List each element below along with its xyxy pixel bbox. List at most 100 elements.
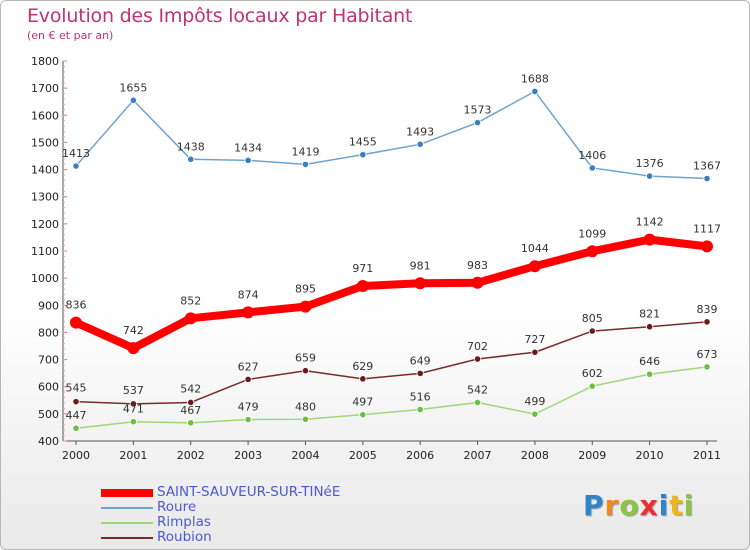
data-point bbox=[187, 155, 195, 163]
data-point bbox=[301, 160, 310, 169]
data-label: 1419 bbox=[291, 145, 319, 158]
data-point bbox=[359, 151, 367, 159]
data-label: 1099 bbox=[578, 227, 606, 240]
x-tick-label: 2010 bbox=[636, 449, 664, 462]
data-label: 1573 bbox=[464, 104, 492, 117]
data-label: 1376 bbox=[636, 157, 664, 170]
data-point bbox=[299, 300, 312, 313]
data-point bbox=[72, 398, 80, 406]
data-point bbox=[586, 245, 599, 258]
data-label: 805 bbox=[582, 312, 603, 325]
data-point bbox=[70, 316, 82, 329]
data-point bbox=[703, 363, 711, 371]
data-label: 836 bbox=[66, 299, 87, 312]
chart-subtitle: (en € et par an) bbox=[27, 29, 114, 42]
y-tick-label: 1800 bbox=[31, 55, 59, 68]
y-tick-label: 400 bbox=[38, 435, 59, 448]
data-point bbox=[646, 370, 654, 378]
data-label: 602 bbox=[582, 367, 603, 380]
x-tick-label: 2002 bbox=[177, 449, 205, 462]
proxiti-logo: Proxiti bbox=[583, 489, 694, 522]
y-tick-label: 700 bbox=[38, 354, 59, 367]
data-label: 627 bbox=[238, 360, 259, 373]
chart-title: Evolution des Impôts locaux par Habitant bbox=[27, 5, 413, 27]
x-tick-label: 2006 bbox=[406, 449, 434, 462]
data-label: 742 bbox=[123, 324, 144, 337]
x-tick-label: 2000 bbox=[62, 449, 90, 462]
data-point bbox=[473, 119, 482, 127]
data-label: 1413 bbox=[62, 147, 90, 160]
data-point bbox=[359, 411, 367, 419]
series-line bbox=[75, 90, 708, 180]
data-label: 542 bbox=[180, 382, 201, 395]
data-point bbox=[531, 87, 539, 96]
data-point bbox=[473, 398, 482, 407]
y-tick-label: 1000 bbox=[31, 272, 59, 285]
data-label: 649 bbox=[410, 354, 431, 367]
y-tick-label: 1700 bbox=[31, 82, 59, 95]
data-point bbox=[244, 156, 252, 164]
data-point bbox=[416, 140, 424, 148]
data-point bbox=[359, 375, 367, 383]
data-label: 537 bbox=[123, 384, 144, 397]
x-tick-label: 2008 bbox=[521, 449, 549, 462]
data-label: 983 bbox=[467, 259, 488, 272]
y-tick-label: 600 bbox=[38, 381, 59, 394]
series-line bbox=[75, 366, 708, 429]
data-point bbox=[72, 162, 80, 170]
data-point bbox=[646, 323, 654, 331]
data-point bbox=[356, 280, 369, 293]
data-point bbox=[301, 367, 310, 375]
logo-letter: r bbox=[604, 489, 620, 522]
data-point bbox=[588, 327, 596, 335]
data-label: 480 bbox=[295, 400, 316, 413]
data-label: 629 bbox=[352, 360, 373, 373]
data-label: 702 bbox=[467, 340, 488, 353]
data-point bbox=[701, 240, 713, 253]
logo-letter: t bbox=[669, 489, 684, 522]
data-point bbox=[703, 318, 711, 326]
data-label: 895 bbox=[295, 283, 316, 296]
data-point bbox=[72, 424, 80, 432]
data-point bbox=[242, 306, 255, 319]
legend-swatch bbox=[101, 507, 153, 509]
data-point bbox=[244, 415, 252, 424]
data-point bbox=[531, 348, 539, 356]
data-label: 874 bbox=[238, 288, 259, 301]
y-tick-label: 1600 bbox=[31, 109, 59, 122]
data-point bbox=[703, 174, 711, 183]
data-point bbox=[187, 419, 195, 427]
data-point bbox=[127, 342, 140, 355]
x-tick-label: 2009 bbox=[578, 449, 606, 462]
data-label: 1367 bbox=[693, 160, 721, 173]
logo-letter: x bbox=[639, 489, 659, 522]
legend-label: Rimplas bbox=[157, 514, 211, 530]
y-tick-label: 800 bbox=[38, 326, 59, 339]
data-label: 1044 bbox=[521, 242, 549, 255]
data-point bbox=[184, 312, 197, 325]
data-label: 497 bbox=[352, 396, 373, 409]
data-label: 1434 bbox=[234, 141, 262, 154]
legend-label: Roubion bbox=[157, 529, 212, 545]
data-label: 1438 bbox=[177, 140, 205, 153]
y-tick-label: 1100 bbox=[31, 245, 59, 258]
data-point bbox=[471, 276, 484, 289]
data-label: 479 bbox=[238, 401, 259, 414]
y-tick-label: 1300 bbox=[31, 191, 59, 204]
data-label: 1406 bbox=[578, 149, 606, 162]
data-label: 821 bbox=[639, 308, 660, 321]
data-label: 1493 bbox=[406, 125, 434, 138]
logo-letter: o bbox=[619, 489, 640, 522]
data-label: 542 bbox=[467, 383, 488, 396]
data-label: 971 bbox=[352, 262, 373, 275]
y-tick-label: 1500 bbox=[31, 136, 59, 149]
data-point bbox=[646, 172, 654, 180]
x-tick-label: 2001 bbox=[119, 449, 147, 462]
x-tick-label: 2011 bbox=[693, 449, 721, 462]
data-label: 1688 bbox=[521, 72, 549, 85]
y-tick-label: 1200 bbox=[31, 218, 59, 231]
data-label: 1142 bbox=[636, 216, 664, 229]
data-label: 499 bbox=[524, 395, 545, 408]
data-point bbox=[414, 277, 427, 290]
